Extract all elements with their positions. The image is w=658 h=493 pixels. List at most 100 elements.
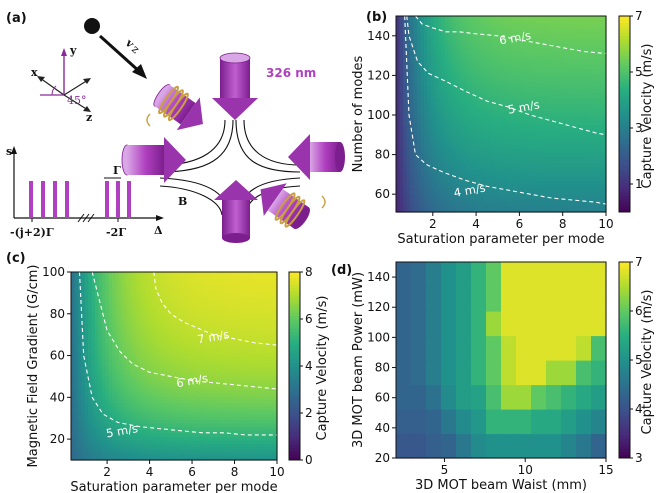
heatmap-cell — [550, 96, 555, 101]
heatmap-cell — [112, 335, 117, 340]
heatmap-cell — [399, 145, 404, 150]
heatmap-cell — [581, 86, 586, 91]
heatmap-cell — [557, 173, 562, 178]
heatmap-cell — [462, 33, 467, 38]
heatmap-cell — [567, 205, 572, 210]
field-label: B — [178, 195, 187, 208]
heatmap-cell — [494, 201, 499, 206]
heatmap-cell — [480, 170, 485, 175]
heatmap-cell — [84, 339, 89, 344]
heatmap-cell — [129, 419, 134, 424]
heatmap-cell — [602, 187, 607, 192]
heatmap-cell — [98, 278, 103, 283]
heatmap-cell — [84, 282, 89, 287]
heatmap-cell — [77, 342, 82, 347]
heatmap-cell — [399, 191, 404, 196]
heatmap-cell — [156, 312, 161, 317]
heatmap-cell — [497, 16, 502, 21]
heatmap-cell — [581, 44, 586, 49]
heatmap-cell — [574, 201, 579, 206]
heatmap-cell — [494, 124, 499, 129]
heatmap-cell — [434, 61, 439, 66]
heatmap-cell — [410, 201, 415, 206]
heatmap-cell — [539, 184, 544, 189]
heatmap-cell — [476, 135, 481, 140]
heatmap-cell — [74, 426, 79, 431]
heatmap-cell — [585, 51, 590, 56]
heatmap-cell — [494, 145, 499, 150]
heatmap-cell — [494, 16, 499, 21]
heatmap-cell — [564, 135, 569, 140]
heatmap-cell — [476, 152, 481, 157]
heatmap-cell — [119, 322, 124, 327]
heatmap-cell — [98, 376, 103, 381]
heatmap-cell — [77, 372, 82, 377]
heatmap-cell — [480, 68, 485, 73]
heatmap-cell — [480, 194, 485, 199]
heatmap-cell — [448, 65, 453, 70]
heatmap-cell — [518, 138, 523, 143]
heatmap-cell — [441, 47, 446, 52]
molecule-dot — [84, 18, 100, 34]
heatmap-cell — [459, 173, 464, 178]
heatmap-cell — [438, 177, 443, 182]
heatmap-cell — [434, 100, 439, 105]
heatmap-cell — [74, 372, 79, 377]
heatmap-cell — [95, 272, 100, 276]
heatmap-cell — [136, 382, 141, 387]
heatmap-cell — [81, 426, 86, 431]
heatmap-cell — [483, 26, 488, 31]
heatmap-cell — [410, 177, 415, 182]
heatmap-cell — [560, 72, 565, 77]
heatmap-cell — [91, 315, 96, 320]
heatmap-cell — [536, 170, 541, 175]
heatmap-cell — [511, 58, 516, 63]
heatmap-cell — [518, 201, 523, 206]
heatmap-cell — [156, 305, 161, 310]
heatmap-cell — [441, 40, 446, 45]
heatmap-cell — [466, 16, 471, 21]
heatmap-cell — [588, 194, 593, 199]
heatmap-cell — [511, 72, 516, 77]
heatmap-cell — [146, 362, 151, 367]
heatmap-cell — [515, 47, 520, 52]
heatmap-cell — [574, 152, 579, 157]
heatmap-cell — [483, 191, 488, 196]
heatmap-cell — [550, 117, 555, 122]
heatmap-cell — [469, 47, 474, 52]
heatmap-cell — [483, 145, 488, 150]
heatmap-cell — [91, 413, 96, 417]
heatmap-cell — [466, 79, 471, 84]
heatmap-cell — [413, 19, 418, 24]
heatmap-cell — [487, 142, 492, 147]
heatmap-cell — [553, 205, 558, 210]
heatmap-cell — [529, 145, 534, 150]
heatmap-cell — [136, 366, 141, 370]
heatmap-cell — [497, 61, 502, 66]
heatmap-cell — [553, 103, 558, 108]
heatmap-cell — [413, 114, 418, 119]
heatmap-cell — [91, 446, 96, 451]
heatmap-cell — [452, 40, 457, 45]
y-tick-label: 140 — [367, 29, 390, 43]
heatmap-cell — [546, 72, 551, 77]
heatmap-cells — [396, 16, 607, 213]
heatmap-cell — [459, 152, 464, 157]
heatmap-cell — [427, 135, 432, 140]
heatmap-cell — [602, 166, 607, 171]
heatmap-cell — [480, 187, 485, 192]
heatmap-cell — [115, 379, 120, 384]
heatmap-cell — [112, 352, 117, 357]
heatmap-cell — [143, 382, 148, 387]
heatmap-cell — [77, 419, 82, 424]
heatmap-cell — [567, 124, 572, 129]
heatmap-cell — [508, 82, 513, 87]
heatmap-cell — [95, 416, 100, 421]
heatmap-cell — [406, 51, 411, 56]
heatmap-cell — [578, 16, 583, 21]
heatmap-cell — [480, 107, 485, 112]
heatmap-cell — [406, 156, 411, 161]
heatmap-cell — [149, 278, 154, 283]
heatmap-cell — [574, 51, 579, 56]
heatmap-cell — [146, 406, 151, 411]
